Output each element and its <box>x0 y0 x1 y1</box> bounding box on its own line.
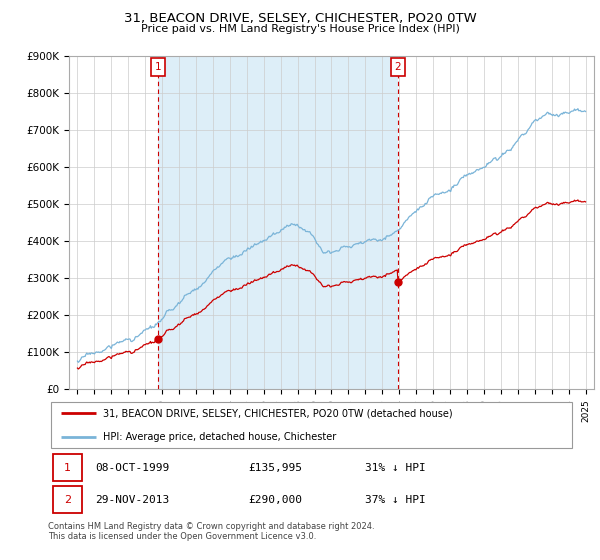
Text: Contains HM Land Registry data © Crown copyright and database right 2024.
This d: Contains HM Land Registry data © Crown c… <box>48 522 374 542</box>
Text: 1: 1 <box>64 463 71 473</box>
Text: £290,000: £290,000 <box>248 495 302 505</box>
Text: HPI: Average price, detached house, Chichester: HPI: Average price, detached house, Chic… <box>103 432 337 442</box>
Text: 29-NOV-2013: 29-NOV-2013 <box>95 495 170 505</box>
FancyBboxPatch shape <box>53 487 82 514</box>
FancyBboxPatch shape <box>53 454 82 481</box>
FancyBboxPatch shape <box>50 402 572 448</box>
Text: 31% ↓ HPI: 31% ↓ HPI <box>365 463 425 473</box>
Text: Price paid vs. HM Land Registry's House Price Index (HPI): Price paid vs. HM Land Registry's House … <box>140 24 460 34</box>
Text: 31, BEACON DRIVE, SELSEY, CHICHESTER, PO20 0TW: 31, BEACON DRIVE, SELSEY, CHICHESTER, PO… <box>124 12 476 25</box>
Text: 37% ↓ HPI: 37% ↓ HPI <box>365 495 425 505</box>
Text: 2: 2 <box>64 495 71 505</box>
Text: 1: 1 <box>155 62 162 72</box>
Text: 2: 2 <box>394 62 401 72</box>
Bar <box>158 56 398 389</box>
Text: 31, BEACON DRIVE, SELSEY, CHICHESTER, PO20 0TW (detached house): 31, BEACON DRIVE, SELSEY, CHICHESTER, PO… <box>103 408 453 418</box>
Text: 08-OCT-1999: 08-OCT-1999 <box>95 463 170 473</box>
Text: £135,995: £135,995 <box>248 463 302 473</box>
